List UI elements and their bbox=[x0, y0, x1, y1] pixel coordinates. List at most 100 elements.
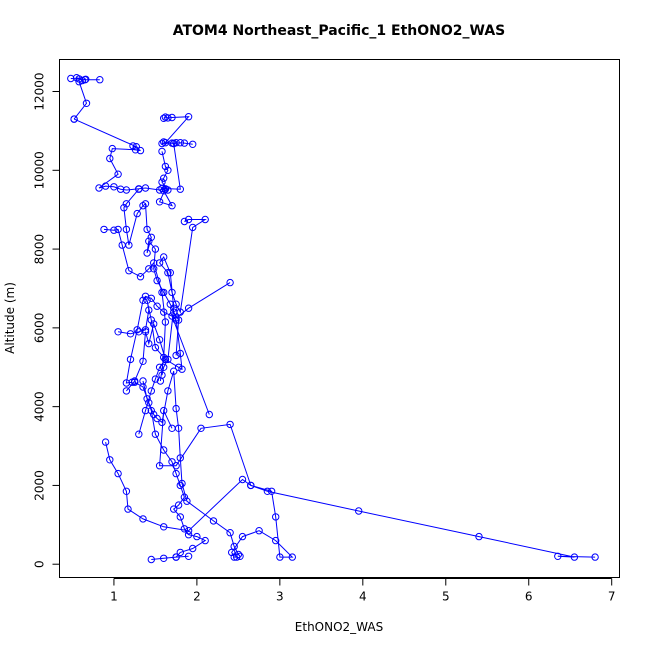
data-point bbox=[160, 353, 168, 362]
data-point bbox=[141, 200, 150, 208]
data-point bbox=[75, 78, 83, 86]
series-line bbox=[158, 219, 207, 376]
data-point bbox=[176, 349, 185, 358]
data-point bbox=[150, 320, 158, 328]
data-point bbox=[155, 198, 164, 206]
data-point bbox=[67, 74, 75, 83]
data-point bbox=[126, 330, 135, 338]
data-point bbox=[164, 269, 172, 277]
data-point bbox=[153, 276, 161, 285]
data-point bbox=[82, 75, 90, 84]
data-point bbox=[238, 475, 247, 484]
data-point bbox=[143, 249, 151, 257]
data-point bbox=[164, 114, 172, 122]
x-tick-label: 2 bbox=[193, 590, 201, 604]
data-point bbox=[197, 424, 205, 432]
data-point bbox=[288, 553, 296, 561]
data-point bbox=[143, 395, 151, 403]
data-point bbox=[125, 267, 133, 275]
data-point bbox=[122, 186, 131, 194]
data-point bbox=[355, 507, 363, 515]
data-point bbox=[126, 355, 135, 364]
series-line bbox=[118, 300, 210, 415]
data-point bbox=[158, 184, 166, 193]
series-line bbox=[73, 81, 88, 120]
data-point bbox=[158, 147, 166, 156]
x-axis: 1 2 3 4 5 6 7 bbox=[110, 578, 616, 604]
data-point bbox=[184, 215, 193, 224]
data-point bbox=[78, 76, 87, 85]
data-point bbox=[160, 308, 168, 316]
series-line bbox=[73, 118, 166, 191]
data-point bbox=[114, 469, 122, 478]
data-point bbox=[184, 552, 193, 560]
data-point bbox=[172, 462, 180, 470]
chart-title: ATOM4 Northeast_Pacific_1 EthONO2_WAS bbox=[173, 23, 506, 39]
data-point bbox=[170, 505, 178, 513]
data-series bbox=[67, 74, 599, 564]
data-point bbox=[82, 99, 91, 108]
data-point bbox=[160, 363, 168, 371]
data-point bbox=[176, 481, 185, 490]
data-point bbox=[591, 553, 599, 561]
data-point bbox=[184, 113, 193, 121]
data-point bbox=[147, 406, 156, 415]
x-tick-label: 1 bbox=[110, 590, 118, 604]
data-point bbox=[193, 532, 201, 541]
data-point bbox=[164, 387, 172, 395]
data-point bbox=[116, 185, 125, 193]
data-point bbox=[147, 316, 156, 324]
data-point bbox=[122, 487, 131, 495]
data-point bbox=[160, 523, 168, 531]
data-point bbox=[158, 418, 166, 427]
data-point bbox=[158, 288, 166, 297]
data-point bbox=[233, 553, 241, 561]
data-point bbox=[143, 296, 151, 304]
data-point bbox=[174, 316, 183, 324]
data-point bbox=[160, 446, 168, 454]
data-point bbox=[161, 318, 170, 326]
data-point bbox=[172, 404, 180, 413]
data-point bbox=[141, 328, 150, 336]
x-tick-label: 3 bbox=[276, 590, 284, 604]
data-point bbox=[276, 553, 284, 561]
series-line bbox=[126, 322, 166, 435]
data-point bbox=[155, 363, 164, 371]
data-point bbox=[238, 532, 247, 541]
series-line bbox=[105, 441, 596, 558]
data-point bbox=[180, 139, 189, 147]
data-point bbox=[170, 139, 178, 148]
data-point bbox=[147, 555, 156, 564]
data-point bbox=[150, 259, 158, 267]
data-point bbox=[135, 185, 143, 193]
data-point bbox=[230, 553, 238, 561]
series-line bbox=[151, 555, 189, 560]
data-point bbox=[168, 312, 176, 320]
data-point bbox=[160, 253, 168, 261]
data-point bbox=[122, 200, 131, 208]
data-point bbox=[160, 554, 168, 562]
data-point bbox=[110, 183, 118, 191]
data-point bbox=[172, 314, 180, 322]
y-tick-label: 8000 bbox=[33, 234, 47, 265]
data-point bbox=[170, 367, 178, 375]
data-point bbox=[226, 420, 234, 429]
data-point bbox=[143, 225, 151, 234]
series-line bbox=[134, 371, 241, 557]
data-point bbox=[272, 513, 280, 521]
data-point bbox=[141, 406, 150, 415]
data-point bbox=[183, 497, 191, 505]
data-point bbox=[176, 513, 185, 521]
x-tick-label: 6 bbox=[525, 590, 533, 604]
data-point bbox=[139, 515, 147, 523]
x-axis-label: EthONO2_WAS bbox=[295, 620, 383, 634]
data-point bbox=[172, 300, 180, 308]
data-point bbox=[156, 377, 165, 385]
plot-area bbox=[59, 59, 620, 578]
data-point bbox=[153, 414, 161, 423]
data-point bbox=[160, 138, 168, 146]
data-point bbox=[136, 273, 145, 281]
data-point bbox=[96, 76, 104, 84]
y-tick-label: 10000 bbox=[33, 151, 47, 189]
data-point bbox=[184, 527, 193, 535]
